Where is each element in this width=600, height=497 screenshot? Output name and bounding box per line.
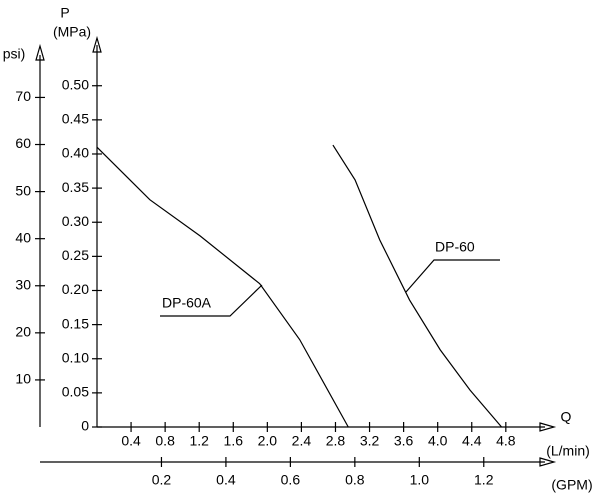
leader-line [160,284,263,317]
arrow [92,35,102,53]
y2-tick-label: 20 [15,324,31,340]
arrow [539,457,557,467]
y2-tick-label: 60 [15,135,31,151]
y-tick-label: 0.15 [62,315,89,331]
y-tick-label: 0.25 [62,247,89,263]
series-label: DP-60A [162,295,212,311]
x-tick-label: 1.2 [189,433,209,449]
axes [35,35,557,467]
y2-tick-label: 70 [15,88,31,104]
arrow [539,422,557,432]
x-tick-label: 0.8 [155,433,175,449]
x2-tick-label: 1.0 [410,472,430,488]
y-tick-label: 0.35 [62,179,89,195]
x2-tick-label: 1.2 [474,472,494,488]
x-tick-label: 0.4 [121,433,141,449]
y-tick-label: 0.50 [62,76,89,92]
curve [96,146,349,428]
y-tick-label: 0.05 [62,384,89,400]
y2-axis-label: psi) [3,46,26,62]
x2-tick-label: 0.8 [345,472,365,488]
x-axis-unit: (L/min) [546,443,590,459]
y2-tick-label: 10 [15,371,31,387]
x-tick-label: 2.4 [292,433,312,449]
x2-tick-label: 0.4 [216,472,236,488]
y2-tick-label: 40 [15,229,31,245]
x2-tick-label: 0.2 [152,472,172,488]
y-tick-label: 0 [81,418,89,434]
x-tick-label: 4.0 [428,433,448,449]
y-tick-label: 0.45 [62,111,89,127]
x2-tick-label: 0.6 [281,472,301,488]
y-axis-unit: (MPa) [53,24,91,40]
curve [332,144,503,428]
x-tick-label: 1.6 [224,433,244,449]
x-tick-label: 3.2 [360,433,380,449]
series-label: DP-60 [435,239,475,255]
x2-axis-label: (GPM) [551,477,592,493]
y2-tick-label: 50 [15,182,31,198]
y-axis-label: P [60,5,69,21]
x-tick-label: 2.8 [326,433,346,449]
y2-tick-label: 30 [15,276,31,292]
y-tick-label: 0.30 [62,213,89,229]
x-axis-label: Q [561,409,572,425]
x-tick-label: 4.4 [462,433,482,449]
y-tick-label: 0.40 [62,145,89,161]
y-tick-label: 0.20 [62,281,89,297]
x-tick-label: 2.0 [258,433,278,449]
leader-line [405,259,500,293]
arrow [35,43,45,61]
x-tick-label: 3.6 [394,433,414,449]
y-tick-label: 0.10 [62,349,89,365]
x-tick-label: 4.8 [496,433,516,449]
